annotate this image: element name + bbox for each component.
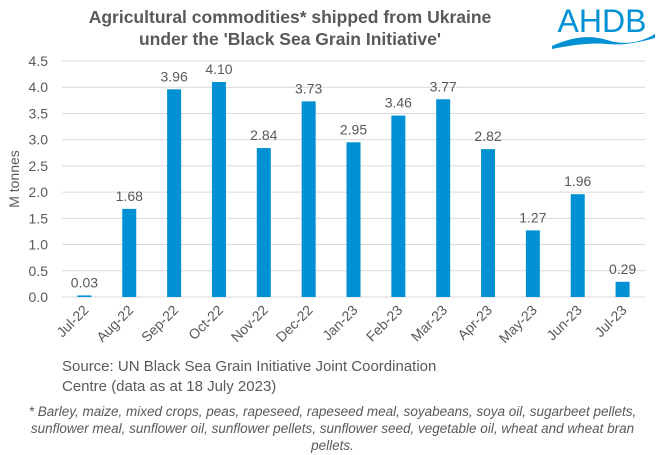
bar [481, 149, 496, 297]
ahdb-logo: AHDB [552, 3, 655, 49]
data-label: 1.68 [116, 188, 143, 204]
source-line-1: Source: UN Black Sea Grain Initiative Jo… [62, 358, 437, 375]
bar [77, 295, 92, 297]
chart-title: Agricultural commodities* shipped from U… [0, 6, 580, 50]
bar [301, 101, 316, 297]
y-tick-label: 0.5 [29, 263, 49, 279]
x-tick-label: Nov-22 [228, 302, 271, 345]
x-tick-label: Oct-22 [185, 302, 226, 343]
data-label: 3.96 [160, 68, 187, 84]
x-tick-label: Aug-22 [93, 302, 136, 345]
y-tick-label: 3.5 [29, 105, 49, 121]
data-label: 0.03 [71, 274, 98, 290]
y-tick-label: 4.5 [29, 53, 49, 69]
title-line-2: under the 'Black Sea Grain Initiative' [138, 29, 442, 49]
bar [570, 194, 585, 297]
bar [436, 99, 451, 297]
footnote: * Barley, maize, mixed crops, peas, rape… [28, 404, 637, 453]
bar [211, 81, 226, 297]
y-tick-label: 1.0 [29, 237, 49, 253]
data-label: 0.29 [609, 261, 636, 277]
title-line-1: Agricultural commodities* shipped from U… [88, 7, 492, 27]
bar [346, 142, 361, 297]
x-tick-label: Sep-22 [138, 302, 181, 345]
x-tick-label: Jul-22 [53, 302, 91, 340]
data-label: 1.27 [519, 209, 546, 225]
data-label: 3.77 [430, 78, 457, 94]
bar [167, 89, 182, 297]
bar [615, 281, 630, 297]
data-label: 1.96 [564, 173, 591, 189]
y-tick-label: 4.0 [29, 79, 49, 95]
y-axis-label: M tonnes [6, 150, 22, 208]
y-tick-label: 0.0 [29, 289, 49, 305]
x-tick-label: Mar-23 [408, 302, 451, 345]
logo-text: AHDB [558, 3, 647, 39]
x-tick-label: Dec-22 [273, 302, 316, 345]
x-tick-label: May-23 [496, 302, 540, 346]
bar [525, 230, 540, 297]
bar [122, 208, 137, 297]
y-tick-label: 3.0 [29, 132, 49, 148]
data-label: 4.10 [205, 61, 232, 77]
x-tick-label: Jan-23 [319, 302, 361, 344]
x-tick-label: Apr-23 [454, 302, 495, 343]
data-label: 3.73 [295, 80, 322, 96]
source-note: Source: UN Black Sea Grain Initiative Jo… [62, 357, 436, 397]
x-tick-label: Jun-23 [543, 302, 585, 344]
y-tick-label: 2.5 [29, 158, 49, 174]
x-tick-label: Jul-23 [591, 302, 629, 340]
bar-chart: 0.0 0.5 1.0 1.5 2.0 2.5 3.0 3.5 4.0 4.5 M tonnes 0.… [6, 53, 645, 346]
y-tick-label: 2.0 [29, 184, 49, 200]
data-label: 2.82 [474, 128, 501, 144]
data-label: 2.95 [340, 121, 367, 137]
source-line-2: Centre (data as at 18 July 2023) [62, 378, 277, 395]
data-label: 3.46 [385, 95, 412, 111]
bar [391, 115, 406, 297]
bar [256, 148, 271, 297]
y-tick-label: 1.5 [29, 210, 49, 226]
data-label: 2.84 [250, 127, 277, 143]
logo-wave [552, 34, 655, 49]
x-tick-label: Feb-23 [363, 302, 406, 345]
